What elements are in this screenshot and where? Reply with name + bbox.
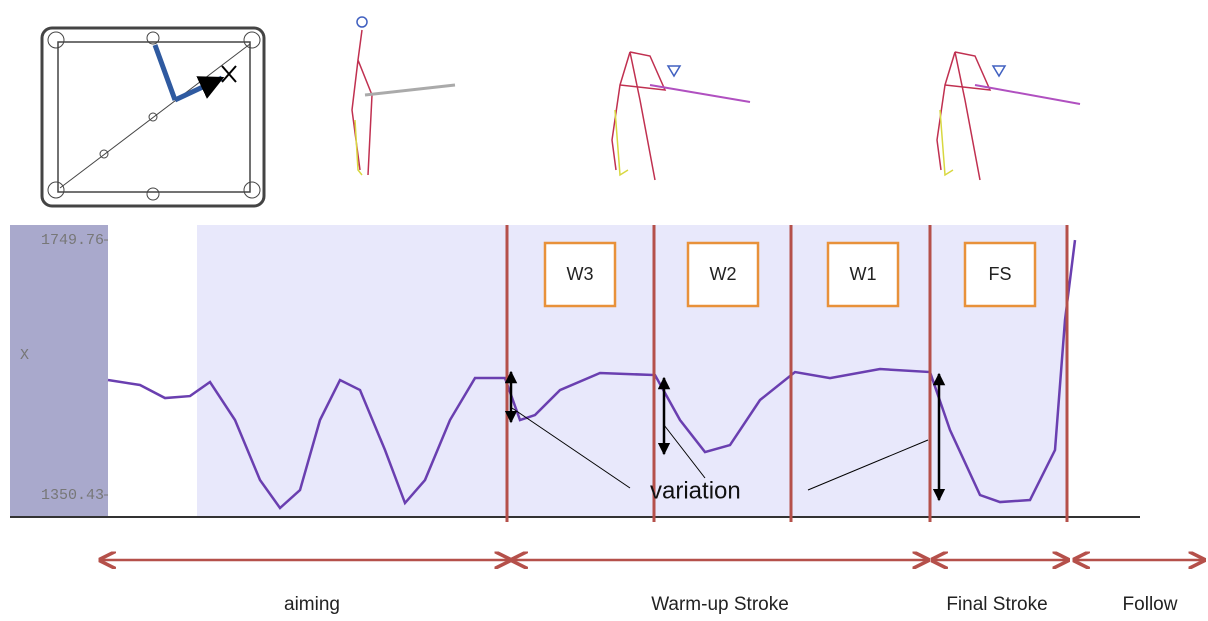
pool-table: [42, 28, 264, 206]
y-axis-label: X: [20, 347, 29, 364]
phase-label: W1: [850, 264, 877, 284]
annotation: variation: [650, 477, 741, 504]
player-figure: [937, 52, 1080, 180]
axis-panel: [10, 225, 108, 517]
figure: X 1350.43 1749.76 W3 W2 W1 FS variation a…: [0, 0, 1208, 621]
phase-label: FS: [988, 264, 1011, 284]
player-figure: [352, 17, 455, 175]
y-tick-label: 1749.76: [41, 232, 104, 249]
stage-label: Follow: [1123, 594, 1178, 615]
y-tick-label: 1350.43: [41, 487, 104, 504]
stage-label: Final Stroke: [946, 594, 1047, 615]
motion-region: [197, 225, 1067, 517]
stage-label: aiming: [284, 594, 340, 615]
stage-label: Warm-up Stroke: [651, 594, 789, 615]
phase-label: W2: [710, 264, 737, 284]
phase-label: W3: [567, 264, 594, 284]
player-figure: [612, 52, 750, 180]
